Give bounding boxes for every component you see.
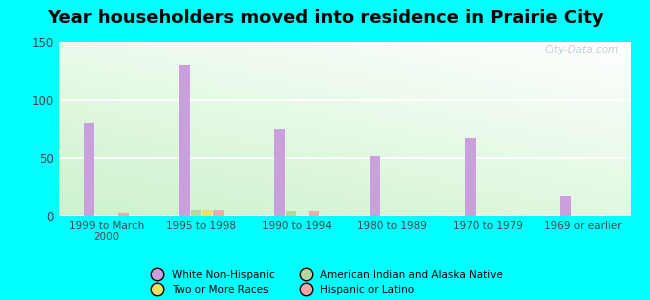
Text: City-Data.com: City-Data.com: [545, 46, 619, 56]
Bar: [213, 210, 224, 216]
Bar: [465, 138, 476, 216]
Bar: [179, 65, 190, 216]
Bar: [274, 129, 285, 216]
Bar: [190, 210, 201, 216]
Text: Year householders moved into residence in Prairie City: Year householders moved into residence i…: [47, 9, 603, 27]
Bar: [286, 212, 296, 216]
Bar: [309, 212, 319, 216]
Bar: [370, 156, 380, 216]
Bar: [560, 196, 571, 216]
Bar: [202, 210, 213, 216]
Bar: [84, 123, 94, 216]
Legend: White Non-Hispanic, Two or More Races, American Indian and Alaska Native, Hispan: White Non-Hispanic, Two or More Races, A…: [147, 270, 503, 295]
Bar: [118, 212, 129, 216]
